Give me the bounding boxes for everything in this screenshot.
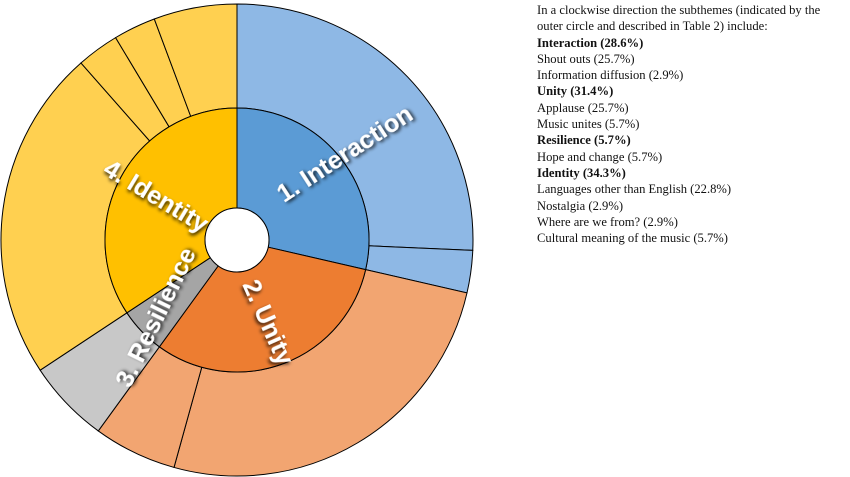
outer-ring (0, 3, 474, 477)
legend-subtheme-item: Where are we from? (2.9%) (537, 214, 678, 229)
legend-theme-heading: Interaction (28.6%) (537, 35, 644, 50)
legend-subtheme-item: Music unites (5.7%) (537, 117, 640, 132)
legend-subtheme-item: Hope and change (5.7%) (537, 149, 663, 164)
legend-rows: Interaction (28.6%) Shout outs (25.7%) Inf… (537, 35, 847, 247)
legend-theme-heading: Unity (31.4%) (537, 84, 614, 99)
legend-subtheme-item: Languages other than English (22.8%) (537, 182, 732, 197)
legend-theme-heading: Identity (34.3%) (537, 165, 626, 180)
center-hole (204, 207, 270, 273)
legend-panel: In a clockwise direction the subthemes (… (537, 2, 847, 246)
legend-theme-heading: Resilience (5.7%) (537, 133, 631, 148)
legend-intro: In a clockwise direction the subthemes (… (537, 3, 821, 34)
legend-subtheme-item: Information diffusion (2.9%) (537, 68, 684, 83)
inner-ring (104, 107, 370, 373)
legend-subtheme-item: Shout outs (25.7%) (537, 51, 635, 66)
legend-subtheme-item: Nostalgia (2.9%) (537, 198, 624, 213)
legend-subtheme-item: Cultural meaning of the music (5.7%) (537, 231, 728, 246)
legend-subtheme-item: Applause (25.7%) (537, 100, 629, 115)
